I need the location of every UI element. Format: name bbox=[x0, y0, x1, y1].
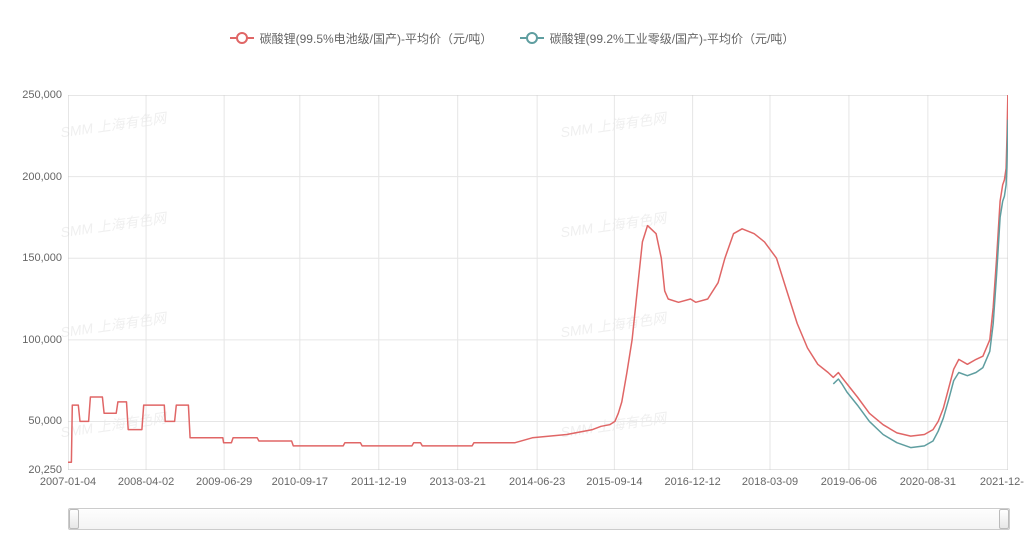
chart-container: 碳酸锂(99.5%电池级/国产)-平均价（元/吨） 碳酸锂(99.2%工业零级/… bbox=[0, 0, 1024, 551]
legend-swatch-1 bbox=[230, 37, 254, 39]
legend-swatch-2 bbox=[520, 37, 544, 39]
y-axis-tick-label: 100,000 bbox=[0, 334, 62, 346]
x-axis-tick-label: 2021-12-22 bbox=[980, 476, 1024, 488]
line-chart[interactable] bbox=[68, 95, 1008, 470]
legend-label: 碳酸锂(99.5%电池级/国产)-平均价（元/吨） bbox=[260, 30, 493, 47]
range-handle-right[interactable] bbox=[999, 509, 1009, 529]
y-axis-tick-label: 250,000 bbox=[0, 89, 62, 101]
range-selector[interactable] bbox=[68, 508, 1010, 530]
legend-item-series2[interactable]: 碳酸锂(99.2%工业零级/国产)-平均价（元/吨） bbox=[520, 30, 795, 47]
x-axis-tick-label: 2015-09-14 bbox=[586, 476, 642, 488]
y-axis-tick-label: 50,000 bbox=[0, 415, 62, 427]
x-axis-tick-label: 2011-12-19 bbox=[351, 476, 406, 488]
y-axis-tick-label: 150,000 bbox=[0, 252, 62, 264]
x-axis-tick-label: 2018-03-09 bbox=[742, 476, 798, 488]
y-axis-tick-label: 200,000 bbox=[0, 171, 62, 183]
x-axis-tick-label: 2020-08-31 bbox=[900, 476, 956, 488]
x-axis-tick-label: 2008-04-02 bbox=[118, 476, 174, 488]
series-line bbox=[68, 95, 1008, 462]
x-axis-tick-label: 2013-03-21 bbox=[430, 476, 486, 488]
legend-item-series1[interactable]: 碳酸锂(99.5%电池级/国产)-平均价（元/吨） bbox=[230, 30, 493, 47]
x-axis-tick-label: 2014-06-23 bbox=[509, 476, 565, 488]
x-axis-tick-label: 2009-06-29 bbox=[196, 476, 252, 488]
x-axis-tick-label: 2007-01-04 bbox=[40, 476, 96, 488]
x-axis-tick-label: 2019-06-06 bbox=[821, 476, 877, 488]
legend: 碳酸锂(99.5%电池级/国产)-平均价（元/吨） 碳酸锂(99.2%工业零级/… bbox=[0, 28, 1024, 47]
range-handle-left[interactable] bbox=[69, 509, 79, 529]
legend-label: 碳酸锂(99.2%工业零级/国产)-平均价（元/吨） bbox=[550, 30, 795, 47]
series-line bbox=[833, 120, 1008, 448]
x-axis-tick-label: 2016-12-12 bbox=[664, 476, 720, 488]
x-axis-tick-label: 2010-09-17 bbox=[272, 476, 328, 488]
y-axis-tick-label: 20,250 bbox=[0, 464, 62, 476]
